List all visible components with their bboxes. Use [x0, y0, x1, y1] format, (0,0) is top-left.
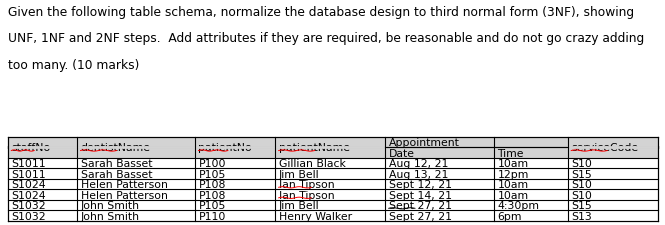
Text: Aug 12, 21: Aug 12, 21 [389, 158, 448, 168]
Text: P100: P100 [198, 158, 226, 168]
Text: S1011: S1011 [11, 158, 46, 168]
Text: Sarah Basset: Sarah Basset [80, 158, 152, 168]
Text: Helen Patterson: Helen Patterson [80, 179, 168, 189]
Bar [8, 137, 658, 158]
Text: Helen Patterson: Helen Patterson [80, 190, 168, 200]
Text: John Smith: John Smith [80, 211, 140, 221]
Text: too many. (10 marks): too many. (10 marks) [8, 59, 140, 72]
Text: Aug 13, 21: Aug 13, 21 [389, 169, 448, 179]
Text: Jim Bell: Jim Bell [279, 200, 319, 210]
Text: S15: S15 [571, 169, 592, 179]
Text: patientName: patientName [279, 143, 350, 153]
Text: 12pm: 12pm [497, 169, 529, 179]
Text: S10: S10 [571, 179, 592, 189]
Text: serviceCode: serviceCode [571, 143, 638, 153]
Text: Gillian Black: Gillian Black [279, 158, 346, 168]
Text: 10am: 10am [497, 158, 529, 168]
Text: 10am: 10am [497, 179, 529, 189]
Text: P105: P105 [198, 169, 226, 179]
Text: Date: Date [389, 148, 415, 158]
Text: Sept 27, 21: Sept 27, 21 [389, 200, 452, 210]
Text: Henry Walker: Henry Walker [279, 211, 352, 221]
Text: S13: S13 [571, 211, 592, 221]
Text: S10: S10 [571, 158, 592, 168]
Text: Given the following table schema, normalize the database design to third normal : Given the following table schema, normal… [8, 6, 634, 19]
Text: Sept 12, 21: Sept 12, 21 [389, 179, 452, 189]
Text: P105: P105 [198, 200, 226, 210]
Text: P110: P110 [198, 211, 226, 221]
Text: Ian Tipson: Ian Tipson [279, 179, 334, 189]
Text: S1011: S1011 [11, 169, 46, 179]
Text: S1024: S1024 [11, 190, 46, 200]
Text: S1032: S1032 [11, 200, 46, 210]
Text: Sept 14, 21: Sept 14, 21 [389, 190, 452, 200]
Text: P108: P108 [198, 190, 226, 200]
Text: staffNo: staffNo [11, 143, 51, 153]
Text: patientNo: patientNo [198, 143, 252, 153]
Text: S1024: S1024 [11, 179, 46, 189]
Text: Ian Tipson: Ian Tipson [279, 190, 334, 200]
Text: S15: S15 [571, 200, 592, 210]
Text: John Smith: John Smith [80, 200, 140, 210]
Text: 4:30pm: 4:30pm [497, 200, 539, 210]
Text: UNF, 1NF and 2NF steps.  Add attributes if they are required, be reasonable and : UNF, 1NF and 2NF steps. Add attributes i… [8, 32, 644, 45]
Text: Sept 27, 21: Sept 27, 21 [389, 211, 452, 221]
Text: dentistName: dentistName [80, 143, 150, 153]
Text: Time: Time [497, 148, 524, 158]
Text: 6pm: 6pm [497, 211, 522, 221]
Text: P108: P108 [198, 179, 226, 189]
Text: 10am: 10am [497, 190, 529, 200]
Text: Jim Bell: Jim Bell [279, 169, 319, 179]
Text: Appointment: Appointment [389, 137, 460, 147]
Text: Sarah Basset: Sarah Basset [80, 169, 152, 179]
Text: S1032: S1032 [11, 211, 46, 221]
Text: S10: S10 [571, 190, 592, 200]
